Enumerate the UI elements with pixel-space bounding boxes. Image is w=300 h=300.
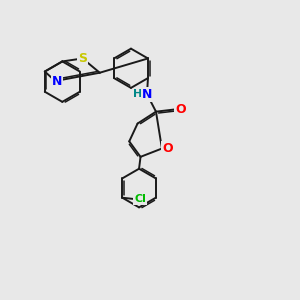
Text: O: O bbox=[175, 103, 186, 116]
Text: N: N bbox=[52, 74, 62, 88]
Text: O: O bbox=[162, 142, 172, 155]
Text: S: S bbox=[78, 52, 87, 65]
Text: Cl: Cl bbox=[134, 194, 146, 204]
Text: N: N bbox=[142, 88, 152, 101]
Text: H: H bbox=[133, 89, 142, 99]
